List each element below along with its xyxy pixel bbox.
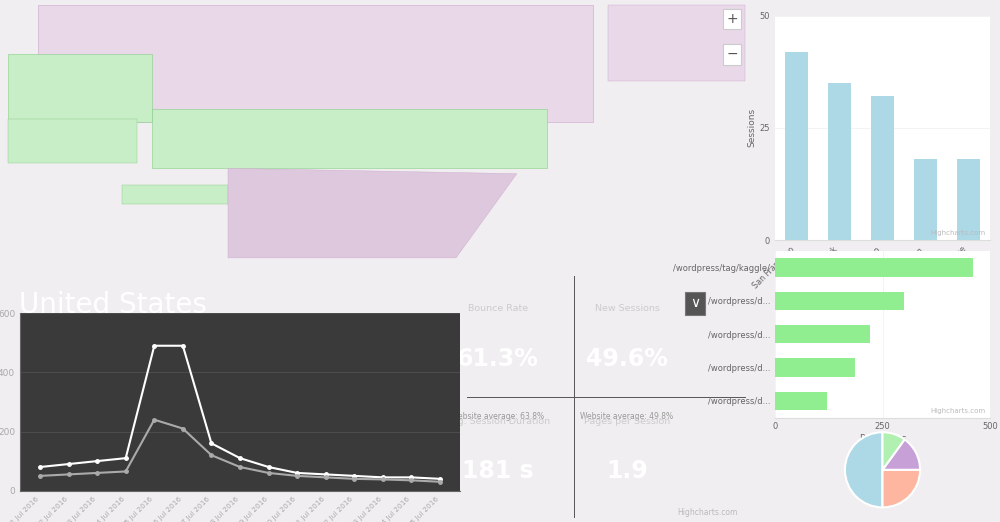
Wedge shape [883, 432, 905, 470]
Text: Highcharts.com: Highcharts.com [677, 508, 737, 517]
Bar [775, 291, 904, 310]
Text: 1.9: 1.9 [606, 459, 648, 483]
Polygon shape [8, 54, 152, 122]
Polygon shape [38, 5, 593, 122]
Polygon shape [608, 5, 745, 81]
Bar [775, 258, 973, 277]
Polygon shape [8, 120, 137, 163]
Bar [871, 97, 894, 240]
Text: Website average: 63.8%: Website average: 63.8% [451, 412, 544, 421]
Bar [828, 83, 851, 240]
Wedge shape [883, 440, 920, 470]
Text: 181 s: 181 s [462, 459, 534, 483]
Y-axis label: Sessions: Sessions [748, 109, 757, 147]
Polygon shape [228, 168, 517, 258]
Bar [775, 325, 870, 343]
Text: Pages per Session: Pages per Session [584, 417, 670, 426]
Text: Website average: 49.8%: Website average: 49.8% [580, 412, 674, 421]
Bar [914, 159, 937, 240]
Text: Avg. Session Duration: Avg. Session Duration [446, 417, 550, 426]
Text: Bounce Rate: Bounce Rate [468, 304, 528, 313]
Wedge shape [883, 470, 920, 507]
Text: Highcharts.com: Highcharts.com [931, 408, 986, 414]
Bar [775, 358, 855, 377]
Text: 49.6%: 49.6% [586, 347, 668, 371]
Bar [775, 392, 827, 410]
Text: −: − [726, 48, 738, 61]
Text: United States: United States [19, 291, 207, 319]
Wedge shape [845, 432, 883, 507]
Text: Highcharts.com: Highcharts.com [931, 230, 986, 235]
Text: +: + [726, 12, 738, 26]
Text: New Sessions: New Sessions [595, 304, 659, 313]
Text: ∨: ∨ [690, 296, 700, 311]
Bar [785, 52, 808, 240]
X-axis label: Pageviews: Pageviews [859, 434, 906, 443]
Polygon shape [122, 185, 228, 204]
Bar [957, 159, 980, 240]
Text: 61.3%: 61.3% [457, 347, 539, 371]
Polygon shape [152, 109, 547, 168]
